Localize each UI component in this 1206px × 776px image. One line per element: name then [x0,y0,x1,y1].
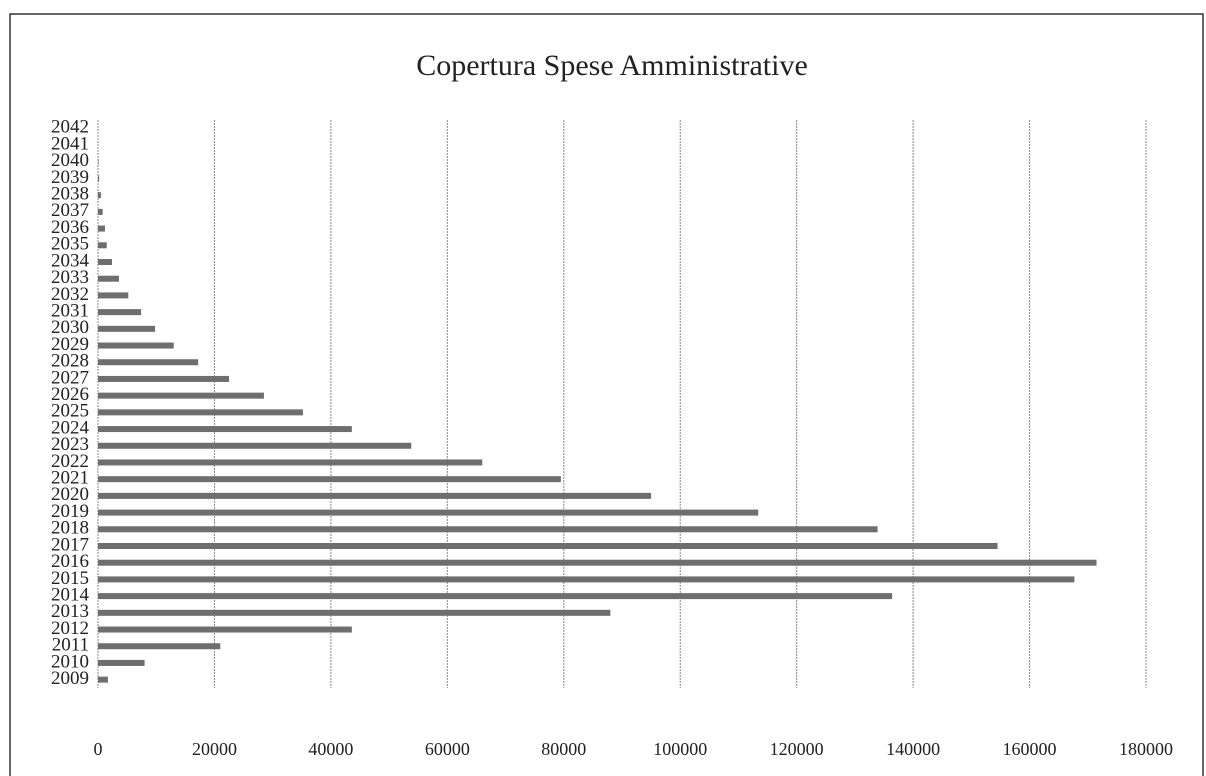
bar [98,543,998,549]
y-tick-label: 2019 [51,501,89,522]
bar [98,359,199,366]
bar [98,325,156,332]
bar [98,476,561,483]
bar [98,192,101,199]
bar [98,259,112,265]
y-tick-label: 2010 [51,651,89,672]
x-tick-label: 100000 [653,739,707,759]
bar [98,342,174,349]
y-tick-label: 2022 [51,451,89,472]
y-tick-label: 2037 [51,200,89,221]
chart-title: Copertura Spese Amministrative [416,49,808,82]
x-tick-label: 40000 [308,739,353,759]
bar [98,158,99,165]
y-tick-label: 2011 [52,635,89,656]
y-tick-label: 2042 [51,117,89,138]
bar [98,309,142,316]
y-tick-label: 2014 [51,584,90,605]
y-tick-label: 2027 [51,367,89,388]
y-tick-label: 2016 [51,551,89,572]
y-tick-label: 2021 [51,468,89,489]
bar [98,626,352,633]
bar [98,526,878,533]
bar [98,559,1097,566]
bar [98,576,1075,583]
y-tick-label: 2035 [51,234,89,255]
y-tick-label: 2032 [51,284,89,305]
bar [98,426,352,433]
x-tick-label: 180000 [1119,739,1173,759]
bar [98,392,264,399]
y-tick-label: 2012 [51,618,89,639]
bar [98,225,105,232]
bar [98,676,108,683]
y-tick-label: 2028 [51,351,89,372]
y-tick-label: 2024 [51,417,90,438]
x-tick-label: 20000 [192,739,237,759]
y-tick-label: 2029 [51,334,89,355]
bar [98,175,100,182]
bar [98,292,129,299]
y-tick-label: 2009 [51,668,89,689]
y-tick-label: 2038 [51,184,89,205]
bar [98,375,229,382]
y-tick-label: 2026 [51,384,89,405]
bar [98,208,103,215]
bar [98,593,893,600]
y-tick-label: 2015 [51,568,89,589]
bar [98,459,483,466]
y-tick-label: 2030 [51,317,89,338]
x-tick-label: 160000 [1003,739,1057,759]
y-tick-label: 2025 [51,401,89,422]
bar [98,509,759,516]
y-tick-label: 2041 [51,133,89,154]
x-tick-label: 0 [94,739,103,759]
y-tick-label: 2023 [51,434,89,455]
y-tick-label: 2034 [51,250,90,271]
bar [98,609,611,616]
x-tick-label: 120000 [770,739,824,759]
bar [98,659,145,666]
y-tick-label: 2017 [51,534,89,555]
x-tick-label: 80000 [541,739,586,759]
bar [98,643,221,650]
y-tick-label: 2040 [51,150,89,171]
x-tick-label: 140000 [886,739,940,759]
y-tick-label: 2031 [51,300,89,321]
chart-frame [9,13,1204,776]
bar [98,409,303,416]
y-tick-label: 2039 [51,167,89,188]
y-tick-label: 2013 [51,601,89,622]
y-tick-label: 2020 [51,484,89,505]
y-tick-label: 2018 [51,518,89,539]
bar [98,275,119,282]
y-tick-label: 2036 [51,217,89,238]
bar [98,242,107,249]
bar [98,442,412,449]
y-tick-label: 2033 [51,267,89,288]
x-tick-label: 60000 [425,739,470,759]
bar [98,492,652,499]
